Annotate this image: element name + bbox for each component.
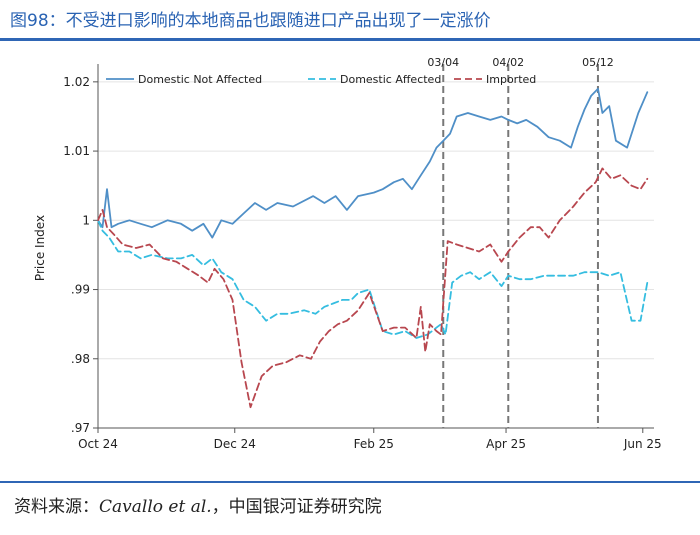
plot-area bbox=[98, 68, 654, 428]
legend-label: Imported bbox=[486, 73, 536, 86]
source-prefix: 资料来源： bbox=[14, 497, 99, 517]
event-label: 05/12 bbox=[582, 56, 614, 69]
x-tick-label: Apr 25 bbox=[486, 437, 526, 451]
figure-title: 图98：不受进口影响的本地商品也跟随进口产品出现了一定涨价 bbox=[10, 11, 491, 31]
price-index-chart: .97 .98 .99 1 1.01 1.02 Oct 24 Dec 24 Feb 25 Apr … bbox=[33, 56, 662, 451]
source-suffix: ，中国银河证券研究院 bbox=[211, 497, 382, 517]
series-line-imported bbox=[97, 167, 649, 409]
y-tick-label: .97 bbox=[71, 421, 90, 435]
y-tick-label: 1.02 bbox=[63, 75, 90, 89]
event-label: 04/02 bbox=[492, 56, 524, 69]
chart-frame: .97 .98 .99 1 1.01 1.02 Oct 24 Dec 24 Feb 25 Apr … bbox=[26, 48, 690, 468]
y-axis-label: Price Index bbox=[33, 215, 47, 281]
series-line-domestic-affected bbox=[97, 219, 649, 339]
x-tick-label: Dec 24 bbox=[214, 437, 256, 451]
x-tick-label: Feb 25 bbox=[354, 437, 394, 451]
x-tick-label: Oct 24 bbox=[78, 437, 118, 451]
x-tick-label: Jun 25 bbox=[623, 437, 662, 451]
source-divider bbox=[0, 481, 700, 483]
source-note: 资料来源：Cavallo et al.，中国银河证券研究院 bbox=[14, 492, 694, 517]
title-divider bbox=[0, 38, 700, 41]
y-tick-label: 1 bbox=[82, 213, 90, 227]
legend-label: Domestic Affected bbox=[340, 73, 441, 86]
y-tick-label: 1.01 bbox=[63, 144, 90, 158]
series-line-domestic-not-affected bbox=[97, 87, 649, 239]
legend-label: Domestic Not Affected bbox=[138, 73, 262, 86]
y-tick-label: .98 bbox=[71, 352, 90, 366]
legend: Domestic Not Affected Domestic Affected Im… bbox=[106, 73, 536, 86]
event-label: 03/04 bbox=[427, 56, 459, 69]
source-author: Cavallo et al. bbox=[99, 497, 212, 517]
y-tick-label: .99 bbox=[71, 283, 90, 297]
